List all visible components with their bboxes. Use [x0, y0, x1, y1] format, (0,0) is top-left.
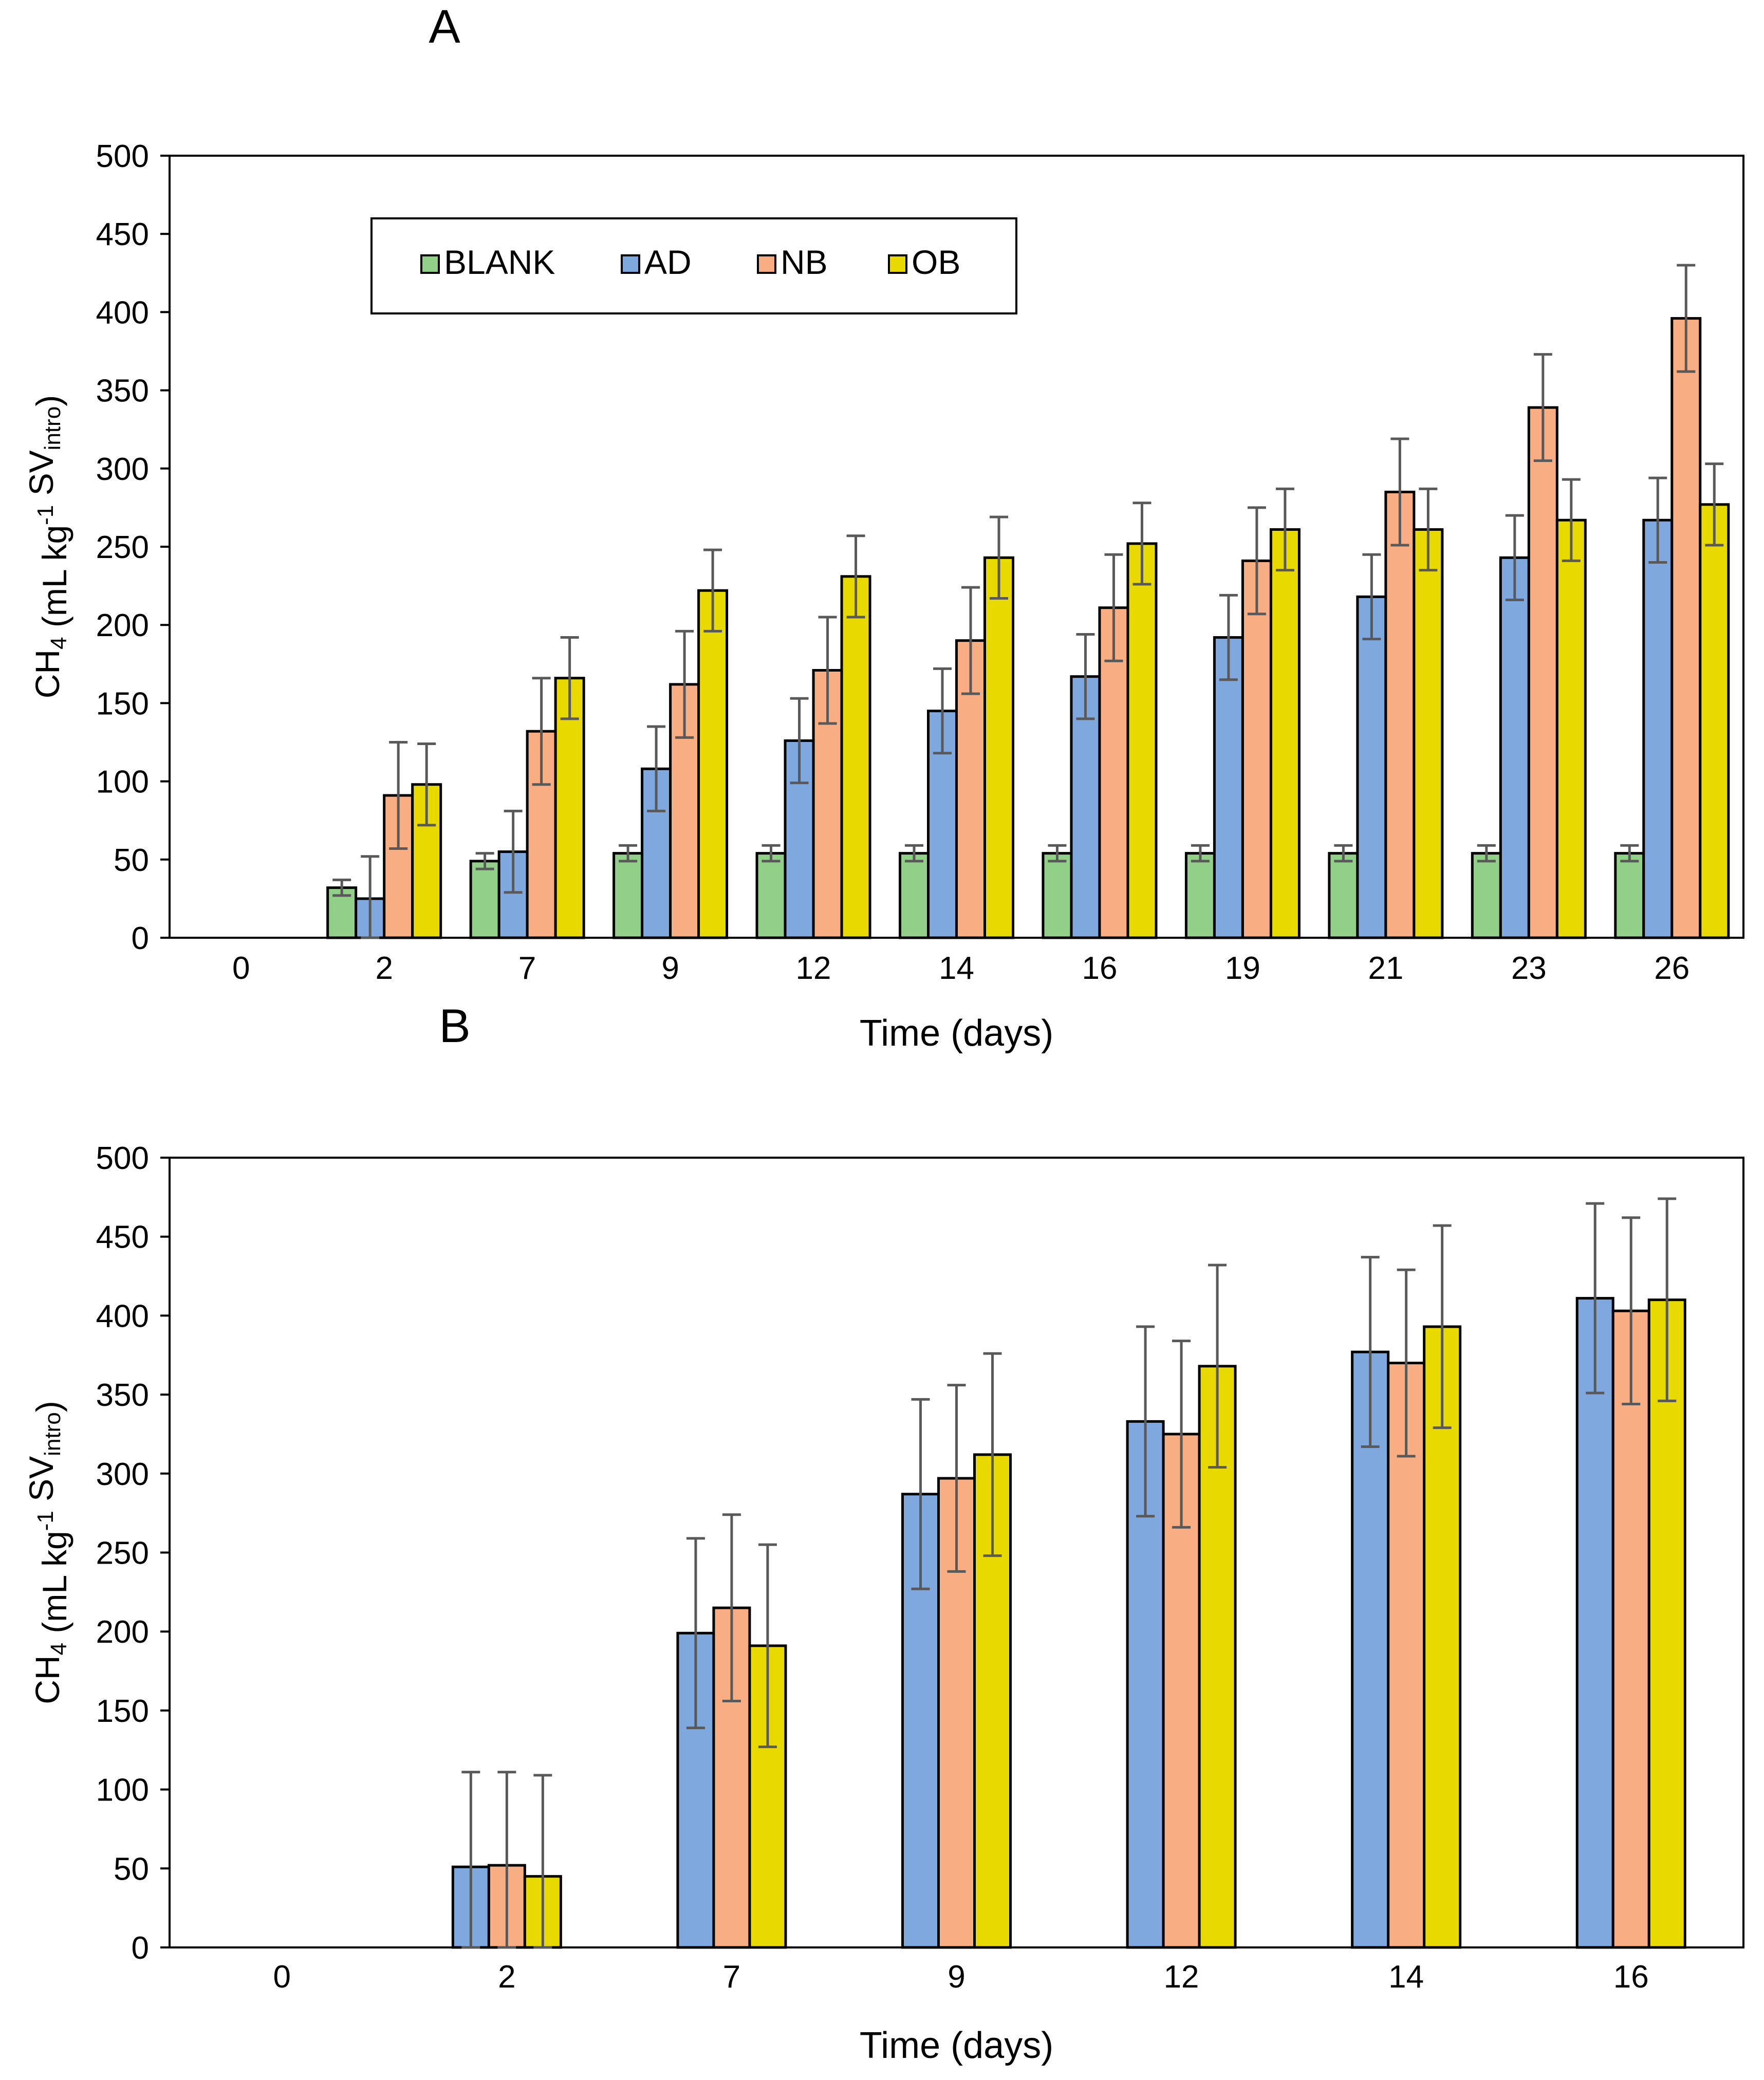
legend-label-ad: AD	[644, 243, 692, 281]
bar-nb	[1384, 490, 1416, 939]
chart-panel-a: A 0 50 100 150 200 250 300 350 400 450 500 CH4 (mL k…	[22, 1, 1744, 1054]
bar-blank	[1328, 852, 1359, 939]
y-tick-label-a: 150	[96, 686, 149, 721]
x-tick-label-a: 19	[1225, 951, 1260, 986]
y-tick-label-b: 200	[96, 1614, 149, 1650]
x-tick-label-a: 21	[1368, 951, 1403, 986]
x-tick-label-a: 7	[518, 951, 536, 986]
x-tick-label-b: 16	[1613, 1959, 1649, 1995]
x-tick-label-a: 23	[1511, 951, 1547, 986]
x-tick-label-a: 0	[232, 951, 250, 986]
y-axis-label-b: CH4 (mL kg-1 SVintro)	[22, 1401, 73, 1704]
bar-ad	[1575, 1297, 1614, 1949]
x-axis-label-a: Time (days)	[860, 1013, 1053, 1054]
bar-ob	[840, 575, 871, 939]
bar-blank	[1614, 852, 1645, 939]
x-axis-label-b: Time (days)	[860, 2025, 1053, 2066]
bar-ob	[1126, 542, 1158, 939]
x-tick-label-b: 12	[1164, 1959, 1199, 1995]
y-tick-label-a: 200	[96, 608, 149, 643]
x-tick-label-b: 0	[273, 1959, 291, 1995]
y-tick-label-b: 300	[96, 1457, 149, 1492]
y-tick-label-a: 0	[132, 921, 149, 956]
x-tick-label-a: 26	[1654, 951, 1689, 986]
bar-ob	[1423, 1325, 1462, 1949]
bar-blank	[755, 852, 787, 939]
x-tick-label-a: 16	[1082, 951, 1117, 986]
y-tick-label-a: 350	[96, 374, 149, 409]
x-tick-label-a: 9	[661, 951, 679, 986]
y-tick-label-b: 400	[96, 1298, 149, 1334]
bar-ob	[1413, 528, 1444, 939]
y-tick-label-b: 450	[96, 1220, 149, 1255]
bar-ad	[1356, 595, 1387, 939]
bar-blank	[469, 860, 500, 939]
legend-swatch-nb	[757, 254, 776, 274]
x-tick-label-b: 14	[1388, 1959, 1424, 1995]
legend-swatch-blank	[420, 254, 440, 274]
x-tick-label-b: 7	[723, 1959, 740, 1995]
y-tick-label-a: 400	[96, 295, 149, 330]
y-tick-label-a: 300	[96, 452, 149, 487]
legend-label-nb: NB	[781, 243, 828, 281]
bar-blank	[612, 852, 644, 939]
bar-ob	[1555, 518, 1587, 939]
bar-ob	[554, 677, 585, 939]
legend-swatch-ad	[621, 254, 640, 274]
x-tick-label-a: 14	[939, 951, 974, 986]
chart-panel-b: B 0 50 100 150 200 250 300 350 400 450 500 CH4 (mL k…	[22, 1000, 1744, 2066]
bar-blank	[899, 852, 930, 939]
bar-blank	[1471, 852, 1502, 939]
legend: BLANK AD NB OB	[370, 217, 1017, 314]
bar-ob	[1269, 528, 1301, 939]
x-tick-label-a: 12	[796, 951, 831, 986]
y-tick-label-b: 0	[132, 1930, 149, 1966]
x-tick-label-b: 2	[498, 1959, 515, 1995]
y-axis-label-a: CH4 (mL kg-1 SVintro)	[22, 395, 73, 699]
y-tick-label-a: 250	[96, 530, 149, 565]
bar-blank	[1042, 852, 1073, 939]
bar-ob	[697, 589, 729, 939]
bar-ad	[1351, 1350, 1390, 1949]
x-tick-label-b: 9	[948, 1959, 965, 1995]
y-tick-label-b: 50	[114, 1851, 149, 1887]
y-tick-label-a: 50	[114, 843, 149, 878]
legend-box	[370, 217, 1017, 314]
y-tick-label-a: 500	[96, 139, 149, 174]
legend-label-ob: OB	[912, 243, 960, 281]
bar-nb	[1241, 559, 1272, 939]
bar-nb	[1670, 317, 1702, 939]
bar-ad	[1499, 556, 1530, 939]
bar-nb	[1098, 606, 1129, 939]
y-tick-label-b: 150	[96, 1694, 149, 1729]
bar-nb	[1387, 1362, 1426, 1949]
bar-ad	[1642, 518, 1674, 939]
panel-label-a: A	[429, 1, 460, 53]
x-tick-label-a: 2	[375, 951, 393, 986]
bar-ad	[1213, 636, 1244, 939]
panel-label-b: B	[439, 1000, 470, 1052]
y-tick-label-b: 250	[96, 1536, 149, 1571]
y-tick-label-b: 350	[96, 1378, 149, 1413]
y-tick-label-b: 500	[96, 1141, 149, 1176]
legend-label-blank: BLANK	[444, 243, 555, 281]
bar-ob	[983, 556, 1014, 939]
bar-nb	[1527, 406, 1558, 939]
y-tick-label-b: 100	[96, 1773, 149, 1808]
bar-blank	[1184, 852, 1216, 939]
bar-ob	[1699, 503, 1730, 939]
bar-ob	[1647, 1298, 1686, 1949]
legend-swatch-ob	[888, 254, 907, 274]
bar-nb	[1611, 1309, 1650, 1949]
y-tick-label-a: 100	[96, 765, 149, 800]
y-tick-label-a: 450	[96, 217, 149, 252]
